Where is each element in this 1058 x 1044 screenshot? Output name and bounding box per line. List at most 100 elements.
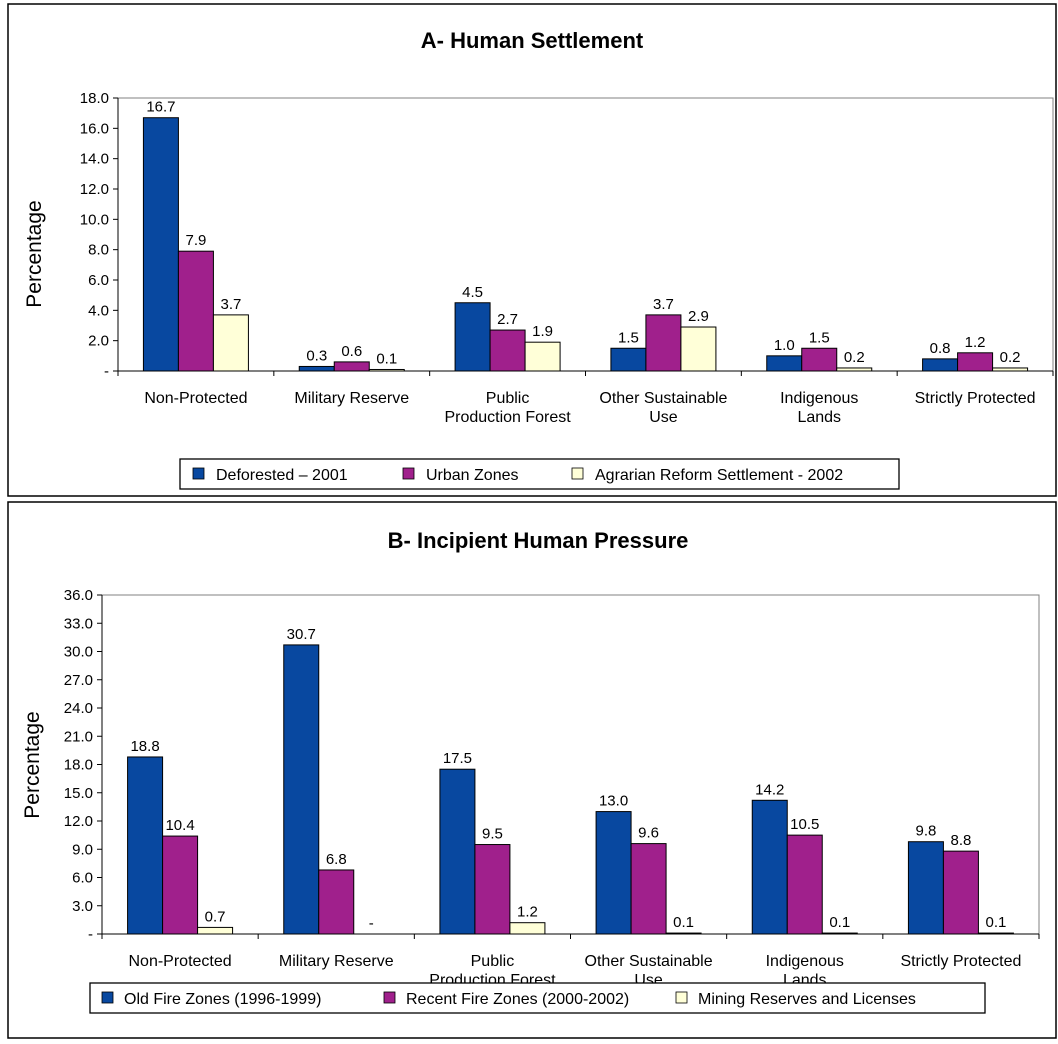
panel-a-data-label-s0-c4: 1.0 [774, 337, 795, 354]
panel-a-data-label-s1-c5: 1.2 [965, 334, 986, 351]
panel-a-bar-s2-c4 [836, 367, 873, 372]
panel-a-y-tick-label: - [104, 363, 109, 380]
panel-b-chart: - 3.0 6.0 9.0 12.0 15.0 18.0 21.0 24.0 27.0 30.0 33… [64, 587, 1040, 989]
panel-b-legend: Old Fire Zones (1996-1999) Recent Fire Z… [89, 982, 986, 1014]
panel-b-data-label-s1-c2: 9.5 [482, 826, 503, 843]
panel-a-legend: Deforested – 2001 Urban Zones Agrarian R… [179, 458, 900, 490]
panel-a-data-label-s1-c2: 2.7 [497, 311, 518, 328]
panel-a-legend-label-2: Agrarian Reform Settlement - 2002 [595, 467, 843, 484]
panel-b-bar-s1-c2 [474, 844, 511, 935]
panel-a-y-tick-label: 2.0 [88, 333, 109, 350]
panel-a-data-label-s1-c4: 1.5 [809, 329, 830, 346]
panel-a-data-label-s2-c5: 0.2 [1000, 349, 1021, 366]
panel-a-bar-s2-c0 [212, 314, 249, 372]
panel-b-y-tick-label: 30.0 [64, 644, 93, 661]
panel-a-legend-swatch-0 [192, 467, 205, 480]
panel-a-y-tick-label: 18.0 [80, 90, 109, 107]
panel-a-y-tick-label: 4.0 [88, 302, 109, 319]
panel-a-bar-s2-c1 [368, 368, 405, 372]
panel-b-bar-s1-c0 [162, 835, 199, 935]
panel-a-bar-s0-c2 [454, 302, 491, 372]
panel-b-legend-swatch-0 [101, 991, 114, 1004]
panel-b-data-label-s0-c0: 18.8 [130, 738, 159, 755]
panel-a-y-tick-label: 12.0 [80, 181, 109, 198]
panel-b-data-label-s2-c5: 0.1 [985, 914, 1006, 931]
panel-b-bar-s0-c0 [127, 756, 164, 935]
panel-a-data-label-s1-c0: 7.9 [185, 232, 206, 249]
panel-a-category-label: Public Production Forest [444, 390, 571, 426]
panel-a-plot-area [117, 97, 1054, 372]
panel-a-y-tick-label: 16.0 [80, 120, 109, 137]
panel-a-bar-s1-c0 [177, 250, 214, 372]
panel-a-bar-s1-c5 [957, 352, 994, 372]
panel-b-data-label-s0-c4: 14.2 [755, 781, 784, 798]
panel-b-bar-s0-c5 [907, 841, 944, 935]
panel-b-bar-s0-c2 [439, 768, 476, 935]
panel-a-category-label: Strictly Protected [915, 390, 1036, 407]
panel-b-y-tick-label: - [88, 926, 93, 943]
panel-a-data-label-s1-c1: 0.6 [341, 343, 362, 360]
panel-b-bar-s0-c4 [751, 799, 788, 935]
panel-a-data-label-s0-c1: 0.3 [306, 347, 327, 364]
panel-a-bar-s0-c0 [142, 117, 179, 372]
panel-b-data-label-s1-c1: 6.8 [326, 851, 347, 868]
panel-b-y-tick-label: 33.0 [64, 615, 93, 632]
panel-a-y-tick-label: 14.0 [80, 151, 109, 168]
panel-b-category-label: Military Reserve [279, 953, 394, 970]
panel-b-bar-s0-c3 [595, 811, 632, 935]
panel-b-legend-swatch-2 [675, 991, 688, 1004]
panel-b-title: B- Incipient Human Pressure [388, 528, 689, 553]
panel-a-category-label: Non-Protected [144, 390, 247, 407]
panel-b-data-label-s0-c1: 30.7 [287, 626, 316, 643]
panel-b-bar-s1-c4 [786, 834, 823, 935]
panel-b-bar-s1-c3 [630, 843, 667, 935]
panel-a-bar-s1-c1 [333, 361, 370, 372]
panel-a-data-label-s2-c4: 0.2 [844, 349, 865, 366]
panel-b-y-tick-label: 12.0 [64, 813, 93, 830]
panel-a-legend-box [179, 458, 900, 490]
panel-b-bar-s2-c3 [665, 932, 702, 935]
panel-b-category-label: Non-Protected [128, 953, 231, 970]
panel-b-data-label-s0-c2: 17.5 [443, 750, 472, 767]
panel-b-legend-label-0: Old Fire Zones (1996-1999) [124, 991, 321, 1008]
panel-b-legend-label-1: Recent Fire Zones (2000-2002) [406, 991, 629, 1008]
panel-b-y-tick-label: 3.0 [72, 898, 93, 915]
panel-a-bar-s0-c4 [766, 355, 803, 372]
panel-a-data-label-s0-c5: 0.8 [930, 340, 951, 357]
panel-a-data-label-s1-c3: 3.7 [653, 296, 674, 313]
panel-a-y-tick-label: 6.0 [88, 272, 109, 289]
panel-b-category-label: Strictly Protected [900, 953, 1021, 970]
panel-b-data-label-s1-c5: 8.8 [950, 832, 971, 849]
panel-b-y-tick-label: 15.0 [64, 785, 93, 802]
panel-a-bar-s1-c4 [801, 347, 838, 372]
panel-b-bar-s0-c1 [283, 644, 320, 935]
panel-a-y-tick-label: 8.0 [88, 242, 109, 259]
panel-a-data-label-s2-c2: 1.9 [532, 323, 553, 340]
panel-b-data-label-s1-c3: 9.6 [638, 825, 659, 842]
panel-b-data-label-s2-c2: 1.2 [517, 904, 538, 921]
panel-b-y-tick-label: 36.0 [64, 587, 93, 604]
panel-a-bar-s0-c1 [298, 365, 335, 372]
panel-b-y-tick-label: 18.0 [64, 757, 93, 774]
panel-b-y-tick-label: 6.0 [72, 870, 93, 887]
panel-b-plot-area [101, 594, 1040, 935]
panel-b-data-label-s2-c3: 0.1 [673, 914, 694, 931]
panel-b-bar-s2-c4 [821, 932, 858, 935]
panel-a-bar-s2-c3 [680, 326, 717, 372]
panel-b-data-label-s1-c4: 10.5 [790, 816, 819, 833]
panel-b-y-tick-label: 21.0 [64, 728, 93, 745]
panel-a-legend-label-0: Deforested – 2001 [216, 467, 348, 484]
panel-a-bar-s1-c2 [489, 329, 526, 372]
panel-a-bar-s0-c5 [922, 358, 959, 372]
panel-a-legend-swatch-2 [571, 467, 584, 480]
panel-a-bar-s2-c2 [524, 341, 561, 372]
panel-b-bar-s1-c1 [318, 869, 355, 935]
panel-b-data-label-s2-c4: 0.1 [829, 914, 850, 931]
panel-a-category-label: Military Reserve [294, 390, 409, 407]
panel-a-chart: - 2.0 4.0 6.0 8.0 10.0 12.0 14.0 16.0 18.0 Non-Pro… [80, 90, 1054, 426]
panel-a-bar-s1-c3 [645, 314, 682, 372]
panel-a-bar-s0-c3 [610, 347, 647, 372]
panel-b-data-label-s1-c0: 10.4 [165, 817, 194, 834]
panel-b-bar-s2-c5 [977, 932, 1014, 935]
